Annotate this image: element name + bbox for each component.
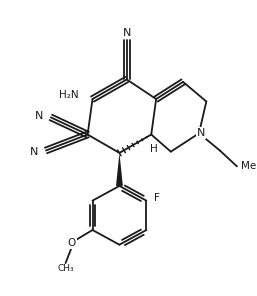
Text: N: N <box>123 28 131 38</box>
Text: H: H <box>150 144 158 154</box>
Text: O: O <box>68 239 76 248</box>
Text: F: F <box>154 193 160 203</box>
Text: N: N <box>35 111 43 121</box>
Text: N: N <box>30 147 39 157</box>
Text: CH₃: CH₃ <box>57 264 74 273</box>
Text: Me: Me <box>241 161 256 171</box>
Polygon shape <box>116 153 123 186</box>
Text: N: N <box>197 128 205 138</box>
Text: H₂N: H₂N <box>59 90 79 100</box>
